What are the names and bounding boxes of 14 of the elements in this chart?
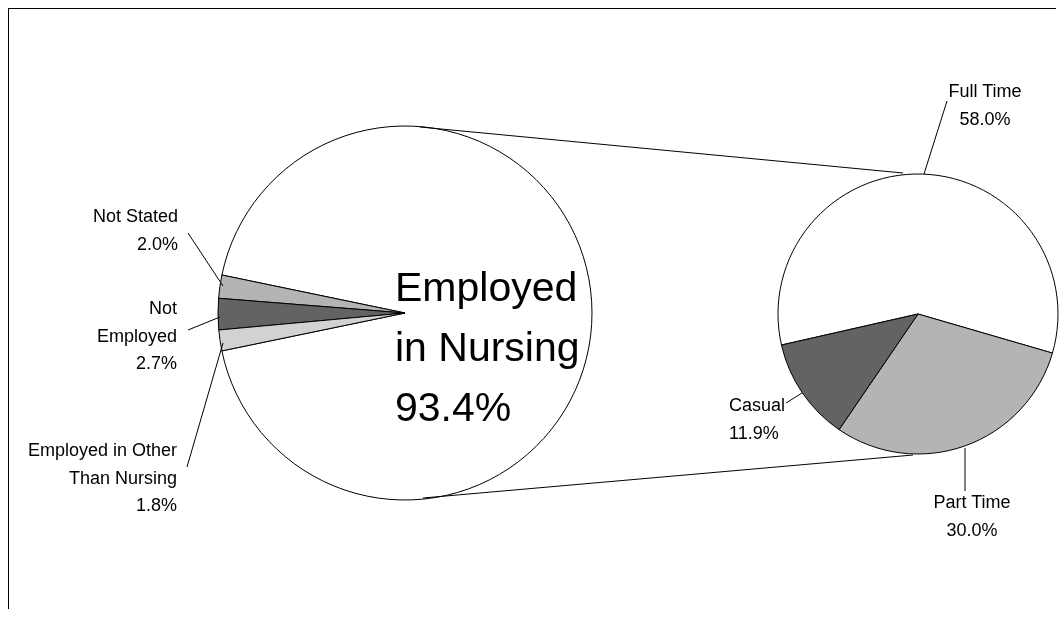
- data-label: 93.4%: [395, 384, 512, 430]
- data-label: 11.9%: [729, 423, 779, 443]
- data-label: 58.0%: [959, 109, 1011, 129]
- slice-label: Not Employed: [96, 298, 177, 346]
- slice-label: Employed in Other Than Nursing: [27, 440, 177, 488]
- slice-label: Not Stated: [92, 206, 178, 226]
- slice-label: Employed in Nursing: [395, 264, 580, 370]
- slice-label: Part Time: [933, 492, 1011, 512]
- slice-label: Full Time: [948, 81, 1022, 101]
- data-label: 1.8%: [135, 495, 177, 515]
- slice-label: Casual: [729, 395, 786, 415]
- data-label: 30.0%: [946, 519, 998, 540]
- data-label: 2.7%: [135, 353, 177, 373]
- data-label: 2.0%: [136, 234, 178, 254]
